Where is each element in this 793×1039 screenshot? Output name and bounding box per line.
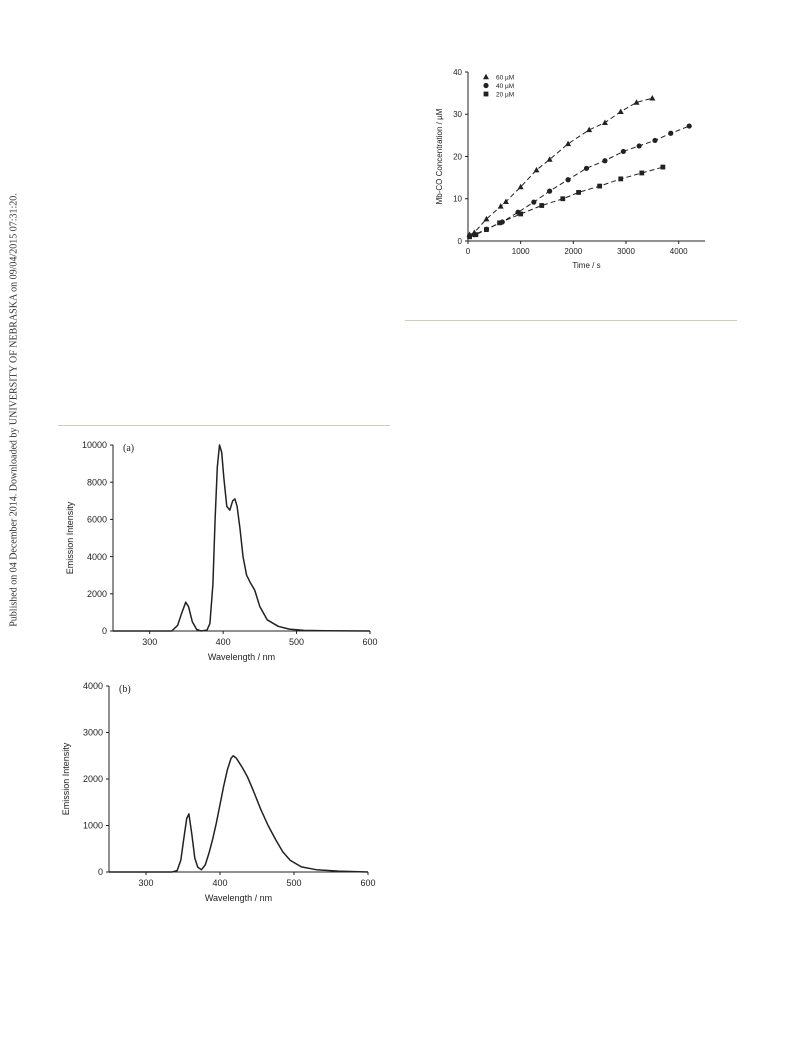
data-point — [565, 140, 572, 147]
data-point — [618, 176, 624, 182]
y-tick-label: 4000 — [87, 552, 107, 562]
x-tick-label: 400 — [212, 878, 227, 888]
data-point — [686, 123, 692, 129]
x-tick-label: 300 — [138, 878, 153, 888]
data-point — [473, 232, 479, 238]
data-point — [518, 211, 524, 217]
emission-spectrum-b: (b) 300 400 500 600 0 1000 2000 3000 4000 Wavele… — [61, 681, 376, 903]
legend-label: 60 µM — [496, 75, 514, 82]
y-axis-label: Mb-CO Concentration / µM — [435, 108, 444, 204]
y-tick-label: 40 — [453, 68, 462, 77]
data-point — [636, 143, 642, 149]
y-axis-label: Emission Intensity — [65, 501, 75, 574]
x-tick-label: 500 — [286, 878, 301, 888]
data-point — [602, 158, 608, 164]
legend-label: 20 µM — [496, 92, 514, 99]
emission-curve — [113, 444, 371, 632]
y-axis-label: Emission Intensity — [61, 742, 71, 815]
data-point — [617, 108, 624, 115]
data-point — [467, 234, 472, 240]
x-tick-label: 4000 — [670, 247, 688, 256]
y-tick-label: 0 — [458, 237, 463, 246]
data-point — [639, 170, 645, 176]
download-notice-text: Published on 04 December 2014. Downloade… — [8, 193, 20, 627]
x-axis-label: Time / s — [572, 261, 600, 270]
x-tick-label: 300 — [142, 637, 157, 647]
series-fit-line — [469, 97, 653, 236]
data-point — [633, 99, 640, 105]
x-tick-label: 0 — [466, 247, 471, 256]
x-tick-label: 1000 — [512, 247, 530, 256]
x-tick-label: 600 — [362, 637, 377, 647]
data-point — [502, 198, 509, 205]
panel-label-a: (a) — [123, 443, 134, 454]
data-point — [668, 130, 674, 136]
divider-left — [58, 425, 390, 426]
data-point — [565, 177, 571, 183]
divider-right — [405, 320, 737, 321]
data-point — [517, 183, 524, 190]
y-tick-label: 10000 — [82, 440, 107, 450]
data-point — [649, 94, 656, 101]
data-point — [620, 148, 626, 155]
data-point — [531, 199, 537, 205]
chart-marks: 0 1000 2000 3000 4000 0 10 20 30 40 — [453, 68, 705, 256]
data-point — [576, 190, 581, 195]
x-axis-label: Wavelength / nm — [205, 893, 272, 903]
mbco-concentration-chart: 0 1000 2000 3000 4000 0 10 20 30 40 Time / s Mb-C… — [435, 68, 705, 270]
y-tick-label: 30 — [453, 110, 462, 119]
y-tick-label: 20 — [453, 152, 462, 161]
legend-label: 40 µM — [496, 83, 514, 90]
data-point — [586, 126, 593, 133]
data-point — [497, 220, 502, 226]
legend-marker — [483, 91, 489, 97]
data-point — [597, 183, 603, 189]
y-tick-label: 4000 — [83, 681, 103, 691]
emission-curve — [109, 755, 369, 873]
legend-marker — [483, 73, 489, 80]
y-tick-label: 3000 — [83, 728, 103, 738]
data-point — [546, 156, 553, 162]
data-point — [497, 203, 504, 209]
y-tick-label: 6000 — [87, 515, 107, 525]
y-tick-label: 2000 — [83, 774, 103, 784]
x-tick-label: 2000 — [564, 247, 582, 256]
panel-label-b: (b) — [119, 684, 131, 695]
data-point — [533, 166, 540, 173]
y-tick-label: 0 — [98, 867, 103, 877]
y-tick-label: 8000 — [87, 477, 107, 487]
y-tick-label: 1000 — [83, 821, 103, 831]
y-tick-label: 2000 — [87, 589, 107, 599]
data-point — [539, 203, 545, 208]
legend-marker — [483, 82, 489, 89]
data-point — [560, 196, 566, 202]
series-fit-line — [469, 166, 664, 238]
data-point — [547, 188, 553, 194]
x-tick-label: 3000 — [617, 247, 635, 256]
y-tick-label: 10 — [453, 195, 462, 204]
data-point — [660, 164, 666, 170]
x-tick-label: 400 — [216, 637, 231, 647]
x-tick-label: 500 — [289, 637, 304, 647]
data-point — [652, 137, 658, 144]
data-point — [601, 119, 608, 125]
data-point — [583, 165, 590, 171]
x-tick-label: 600 — [360, 878, 375, 888]
data-point — [483, 215, 490, 222]
data-point — [484, 227, 489, 232]
download-notice: Published on 04 December 2014. Downloade… — [0, 0, 30, 1039]
x-axis-label: Wavelength / nm — [208, 652, 275, 662]
chart-marks: 300 400 500 600 0 1000 2000 3000 4000 — [83, 681, 376, 888]
y-tick-label: 0 — [102, 626, 107, 636]
